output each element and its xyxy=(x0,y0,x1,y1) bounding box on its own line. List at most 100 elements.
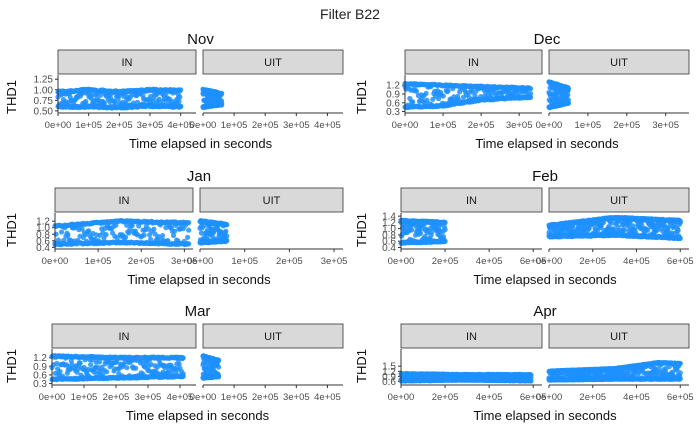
x-tick-label: 1e+05 xyxy=(75,120,102,131)
data-point xyxy=(104,369,110,375)
data-point xyxy=(177,94,183,100)
data-points xyxy=(398,370,534,384)
data-point xyxy=(198,230,204,236)
x-tick-label: 2e+05 xyxy=(128,256,155,267)
x-tick-label: 3e+05 xyxy=(137,120,164,131)
data-point xyxy=(565,100,572,106)
x-axis-label: Time elapsed in seconds xyxy=(126,408,270,423)
data-points xyxy=(200,86,225,110)
y-axis-label: THD1 xyxy=(354,80,369,114)
data-point xyxy=(528,91,534,97)
strip-background xyxy=(404,49,543,75)
data-point xyxy=(442,227,448,233)
strip-label: IN xyxy=(119,195,130,207)
x-tick-label: 0e+00 xyxy=(190,120,217,131)
data-point xyxy=(156,96,162,102)
data-point xyxy=(436,96,442,102)
strip-label: UIT xyxy=(263,195,281,207)
x-tick-label: 2e+05 xyxy=(276,256,303,267)
data-point xyxy=(528,378,534,384)
y-tick-label: 0.4 xyxy=(36,243,50,254)
x-tick-label: 1e+05 xyxy=(575,120,602,131)
data-point xyxy=(609,220,615,226)
x-tick-label: 3e+05 xyxy=(506,120,533,131)
x-tick-label: 4e+05 xyxy=(314,120,341,131)
data-point xyxy=(53,231,59,237)
data-point xyxy=(112,100,118,106)
data-point xyxy=(216,357,222,364)
x-tick-label: 2e+05 xyxy=(432,256,459,267)
facet-title: Feb xyxy=(532,168,558,185)
x-tick-label: 6e+05 xyxy=(520,256,547,267)
y-tick-label: 0.75 xyxy=(34,96,54,107)
x-tick-label: 0e+00 xyxy=(39,392,66,403)
data-point xyxy=(176,98,182,105)
y-tick-label: 1.0 xyxy=(382,224,396,235)
strip-label: IN xyxy=(122,57,133,69)
data-point xyxy=(442,219,448,226)
data-points xyxy=(546,359,683,383)
x-tick-label: 1e+05 xyxy=(71,392,98,403)
x-tick-label: 0e+00 xyxy=(42,256,69,267)
data-points xyxy=(398,217,448,246)
strip-background xyxy=(202,49,344,75)
data-point xyxy=(141,232,147,238)
x-tick-label: 3e+05 xyxy=(283,120,310,131)
x-tick-label: 2e+05 xyxy=(106,120,133,131)
y-tick-label: 1.2 xyxy=(36,217,50,228)
data-point xyxy=(219,102,225,108)
x-tick-label: 2e+05 xyxy=(468,120,495,131)
strip-background xyxy=(51,323,197,349)
data-point xyxy=(565,92,571,98)
data-points xyxy=(402,80,534,111)
x-tick-label: 0e+00 xyxy=(45,120,72,131)
data-point xyxy=(160,233,166,239)
y-tick-label: 0.6 xyxy=(36,236,50,247)
data-point xyxy=(123,234,129,240)
x-tick-label: 0e+00 xyxy=(187,256,214,267)
data-points xyxy=(55,86,184,111)
strip-background xyxy=(57,49,197,75)
data-point xyxy=(615,224,621,230)
x-tick-label: 4e+05 xyxy=(623,256,650,267)
y-tick-label: 1.0 xyxy=(36,223,50,234)
data-point xyxy=(133,365,139,371)
data-point xyxy=(410,99,416,105)
y-tick-label: 0.3 xyxy=(33,379,47,390)
data-point xyxy=(151,226,157,232)
data-point xyxy=(655,227,661,233)
y-tick-label: 0.9 xyxy=(386,90,400,101)
data-point xyxy=(114,235,120,241)
x-tick-label: 2e+05 xyxy=(613,120,640,131)
x-axis-label: Time elapsed in seconds xyxy=(473,408,617,423)
data-point xyxy=(124,365,130,371)
y-tick-label: 0.8 xyxy=(36,230,50,241)
data-points xyxy=(546,79,572,111)
data-point xyxy=(180,355,186,361)
y-axis-label: THD1 xyxy=(4,80,19,114)
data-point xyxy=(129,222,135,229)
y-axis-label: THD1 xyxy=(4,349,19,383)
strip-label: IN xyxy=(119,331,130,343)
data-point xyxy=(224,222,230,228)
data-point xyxy=(645,227,651,233)
data-point xyxy=(178,104,184,110)
strip-label: UIT xyxy=(610,57,628,69)
data-point xyxy=(621,226,627,233)
data-point xyxy=(565,86,572,92)
strip-background xyxy=(548,49,690,75)
x-tick-label: 0e+00 xyxy=(190,392,217,403)
data-point xyxy=(186,241,192,247)
data-point xyxy=(429,229,435,235)
data-point xyxy=(185,234,191,240)
